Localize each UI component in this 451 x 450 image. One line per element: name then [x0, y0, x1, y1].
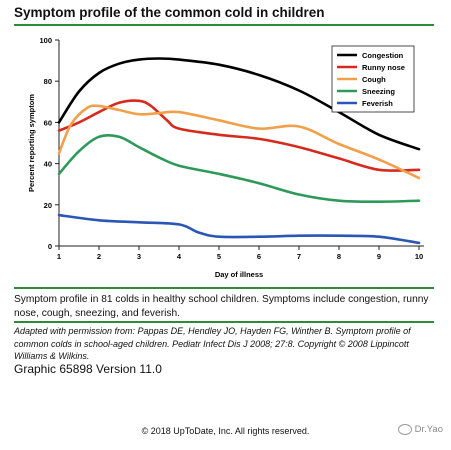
y-axis-label: Percent reporting symptom — [27, 94, 36, 192]
citation-credit: Adapted with permission from: Pappas DE,… — [14, 326, 411, 361]
x-axis-label: Day of illness — [215, 270, 263, 279]
y-tick-label: 100 — [39, 36, 52, 45]
y-tick-label: 20 — [44, 201, 52, 210]
watermark-text: Dr.Yao — [414, 424, 443, 436]
x-tick-label: 3 — [137, 252, 141, 261]
x-tick-label: 6 — [257, 252, 261, 261]
graphic-version: Graphic 65898 Version 11.0 — [14, 362, 162, 376]
y-tick-label: 40 — [44, 160, 52, 169]
series-line-cough — [57, 104, 421, 180]
legend-label: Runny nose — [362, 63, 405, 72]
x-tick-label: 2 — [97, 252, 101, 261]
y-tick-label: 60 — [44, 118, 52, 127]
x-tick-label: 8 — [337, 252, 341, 261]
legend-label: Cough — [362, 75, 386, 84]
x-tick-label: 4 — [177, 252, 182, 261]
x-tick-label: 7 — [297, 252, 301, 261]
legend-label: Feverish — [362, 99, 393, 108]
legend-label: Sneezing — [362, 87, 395, 96]
wechat-icon — [397, 424, 412, 435]
copyright-notice: © 2018 UpToDate, Inc. All rights reserve… — [141, 426, 310, 436]
x-tick-label: 9 — [377, 252, 381, 261]
x-tick-label: 1 — [57, 252, 61, 261]
y-tick-label: 80 — [44, 77, 52, 86]
caption-rule-top — [14, 287, 434, 289]
watermark: Dr.Yao — [397, 424, 443, 436]
series-line-sneezing — [57, 133, 421, 204]
figure-caption: Symptom profile in 81 colds in healthy s… — [14, 294, 429, 319]
y-tick-label: 0 — [48, 242, 52, 251]
chart-title: Symptom profile of the common cold in ch… — [14, 5, 325, 20]
series-line-feverish — [57, 213, 421, 245]
line-chart: 0 20 40 60 80 100 1 2 3 4 5 6 7 8 9 10 Day of illness Per… — [27, 36, 424, 279]
caption-rule-bottom — [14, 321, 434, 323]
x-tick-label: 5 — [217, 252, 221, 261]
title-rule — [14, 24, 434, 26]
x-tick-label: 10 — [415, 252, 423, 261]
legend-label: Congestion — [362, 51, 404, 60]
series-line-runny-nose — [57, 99, 421, 172]
